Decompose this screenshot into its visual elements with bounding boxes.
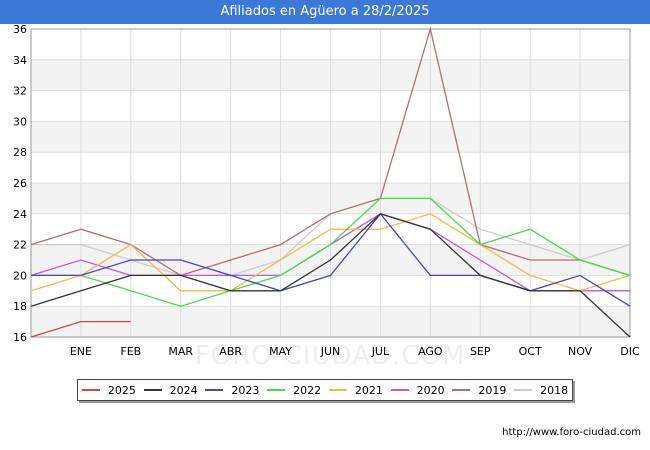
legend-label: 2021 — [354, 383, 383, 397]
y-tick-label: 30 — [13, 115, 27, 128]
legend-swatch — [452, 389, 471, 391]
x-tick-label: AGO — [418, 345, 443, 358]
x-tick-label: SEP — [470, 345, 491, 358]
x-tick-label: ENE — [70, 345, 92, 358]
y-tick-label: 36 — [13, 23, 27, 36]
legend-label: 2022 — [293, 383, 322, 397]
legend-swatch — [143, 389, 162, 391]
legend-item-2021: 2021 — [328, 383, 383, 397]
legend-swatch — [81, 389, 100, 391]
legend-label: 2023 — [231, 383, 260, 397]
legend-swatch — [514, 389, 533, 391]
y-tick-label: 20 — [13, 269, 27, 282]
y-tick-label: 26 — [13, 177, 27, 190]
legend-item-2018: 2018 — [514, 384, 568, 397]
legend-item-2022: 2022 — [267, 384, 321, 397]
legend-label: 2025 — [107, 383, 136, 397]
legend-item-2020: 2020 — [390, 383, 445, 397]
y-tick-label: 34 — [13, 54, 27, 67]
x-tick-label: NOV — [568, 345, 593, 358]
chart-title: Afiliados en Agüero a 28/2/2025 — [220, 4, 430, 19]
legend-item-2023: 2023 — [205, 384, 259, 397]
x-tick-label: MAR — [168, 345, 193, 358]
legend-label: 2018 — [540, 383, 569, 397]
legend-swatch — [205, 389, 224, 391]
legend-swatch — [390, 389, 409, 391]
y-tick-label: 22 — [13, 239, 27, 252]
y-tick-label: 18 — [13, 300, 27, 313]
legend-label: 2020 — [416, 383, 445, 397]
watermark: FORO-CIUDAD.COM — [195, 341, 466, 371]
x-tick-label: JUN — [320, 345, 341, 358]
y-tick-label: 24 — [13, 208, 27, 221]
x-tick-label: JUL — [371, 345, 390, 358]
legend-item-2019: 2019 — [452, 384, 506, 397]
y-tick-label: 32 — [13, 85, 27, 98]
legend-label: 2024 — [169, 383, 198, 397]
legend-item-2024: 2024 — [143, 383, 198, 397]
title-bar — [0, 0, 650, 24]
series-line-2022 — [31, 197, 631, 307]
x-tick-label: DIC — [620, 345, 640, 358]
legend: 2025 2024 2023 2022 2021 2020 2019 2018 — [77, 379, 573, 401]
plot-frame — [30, 28, 631, 338]
series-line-2024 — [30, 213, 631, 338]
x-tick-label: FEB — [120, 345, 141, 358]
legend-label: 2019 — [478, 383, 507, 397]
series-line-2025 — [30, 320, 131, 338]
x-tick-label: OCT — [519, 345, 542, 358]
legend-swatch — [267, 389, 286, 391]
y-tick-label: 16 — [13, 331, 27, 344]
x-tick-label: ABR — [219, 345, 242, 358]
legend-swatch — [328, 389, 347, 391]
legend-item-2025: 2025 — [81, 383, 136, 397]
source-link[interactable]: http://www.foro-ciudad.com — [502, 427, 641, 438]
y-tick-label: 28 — [13, 146, 27, 159]
series-line-2021 — [30, 213, 631, 292]
x-tick-label: MAY — [269, 345, 292, 358]
